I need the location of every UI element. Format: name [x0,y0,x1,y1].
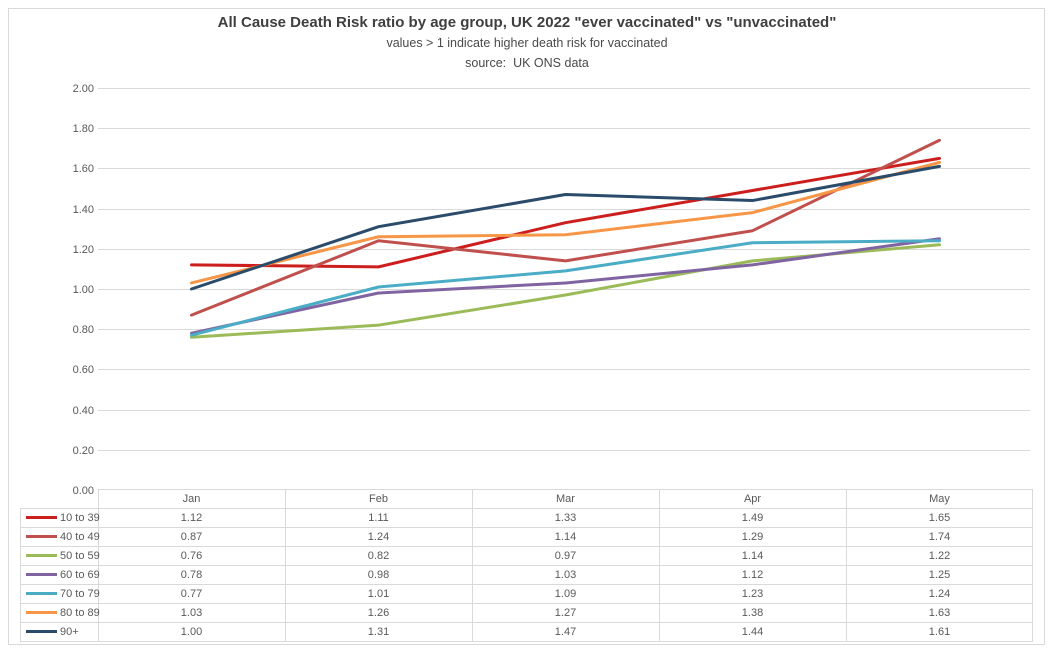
y-tick-label: 2.00 [73,83,94,95]
table-cell-value: 1.09 [555,588,576,600]
y-tick-label: 1.60 [73,163,94,175]
series-line-40-to-49 [190,138,941,317]
table-cell-value: 1.12 [742,569,763,581]
column-header: Feb [369,493,388,505]
table-cell-value: 1.33 [555,512,576,524]
chart-subtitle: values > 1 indicate higher death risk fo… [386,36,668,50]
legend-label: 60 to 69 [60,569,100,581]
y-tick-label: 0.80 [73,324,94,336]
table-cell-value: 1.12 [181,512,202,524]
y-tick-label: 0.20 [73,445,94,457]
chart-frame [8,8,1045,645]
table-cell-value: 1.14 [742,550,763,562]
table-cell-value: 1.11 [368,512,389,524]
table-cell-value: 1.44 [742,626,763,638]
table-cell-value: 1.26 [368,607,389,619]
y-tick-label: 1.80 [73,123,94,135]
table-cell-value: 0.82 [368,550,389,562]
table-cell-value: 1.31 [368,626,389,638]
table-cell-value: 1.14 [555,531,576,543]
table-cell-value: 1.27 [555,607,576,619]
title-block: All Cause Death Risk ratio by age group,… [8,12,1046,73]
y-tick-label: 0.60 [73,364,94,376]
table-cell-value: 1.49 [742,512,763,524]
table-cell-value: 1.47 [555,626,576,638]
series-line-60-to-69 [190,237,941,335]
legend-label: 50 to 59 [60,550,100,562]
y-tick-label: 0.40 [73,405,94,417]
y-tick-label: 1.40 [73,204,94,216]
series-line-70-to-79 [190,239,941,337]
column-header: Apr [744,493,761,505]
series-line-50-to-59 [190,243,941,339]
table-cell-value: 0.97 [555,550,576,562]
table-cell-value: 1.63 [929,607,950,619]
y-tick-label: 0.00 [73,485,94,497]
table-cell-value: 1.22 [929,550,950,562]
legend-label: 10 to 39 [60,512,100,524]
table-cell-value: 1.38 [742,607,763,619]
table-cell-value: 0.76 [181,550,202,562]
table-cell-value: 0.87 [181,531,202,543]
table-cell-value: 1.74 [929,531,950,543]
table-cell-value: 0.98 [368,569,389,581]
chart-source: source: UK ONS data [465,56,589,70]
legend-label: 80 to 89 [60,607,100,619]
table-cell-value: 1.23 [742,588,763,600]
table-cell-value: 0.78 [181,569,202,581]
column-header: Jan [183,493,201,505]
y-tick-label: 1.00 [73,284,94,296]
table-cell-value: 1.24 [368,531,389,543]
series-line-80-to-89 [190,160,941,285]
table-cell-value: 1.65 [929,512,950,524]
column-header: Mar [556,493,575,505]
legend-label: 40 to 49 [60,531,100,543]
table-cell-value: 1.03 [181,607,202,619]
column-header: May [929,493,950,505]
table-cell-value: 1.03 [555,569,576,581]
table-cell-value: 1.24 [929,588,950,600]
chart-title: All Cause Death Risk ratio by age group,… [217,14,837,31]
table-cell-value: 1.00 [181,626,202,638]
table-cell-value: 1.61 [929,626,950,638]
table-cell-value: 1.01 [368,588,389,600]
series-line-90+ [190,164,941,291]
table-cell-value: 1.25 [929,569,950,581]
legend-label: 90+ [60,626,79,638]
legend-label: 70 to 79 [60,588,100,600]
table-cell-value: 0.77 [181,588,202,600]
table-cell-value: 1.29 [742,531,763,543]
y-tick-label: 1.20 [73,244,94,256]
